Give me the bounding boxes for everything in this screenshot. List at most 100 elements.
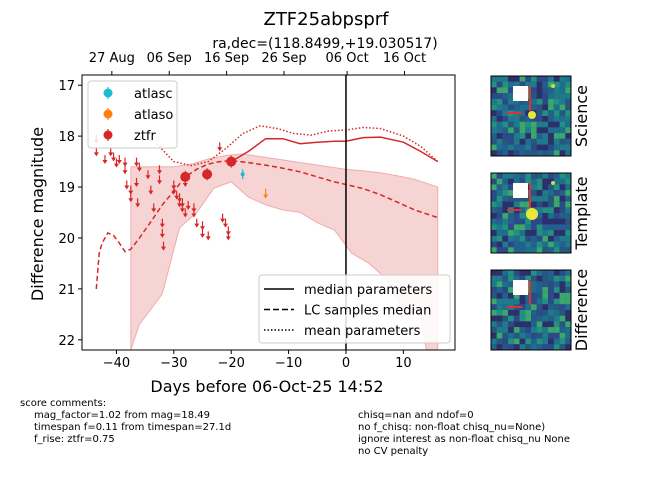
stamp-pixel-0-9-12: [542, 144, 549, 151]
stamp-pixel-2-9-7: [542, 310, 549, 316]
stamp-pixel-2-7-10: [531, 327, 537, 333]
stamp-pixel-1-6-2: [525, 184, 531, 191]
stamp-pixel-2-4-5: [513, 298, 520, 305]
stamp-pixel-0-7-2: [531, 87, 537, 94]
stamp-pixel-0-8-1: [536, 81, 543, 88]
model-legend-box: [258, 274, 451, 344]
stamp-pixel-0-0-8: [491, 121, 497, 128]
stamp-pixel-0-6-9: [525, 127, 531, 134]
stamp-label-2: Difference: [572, 269, 591, 351]
ztfr-limit-head-30: [179, 208, 185, 213]
stamp-pixel-1-1-13: [496, 247, 503, 253]
stamp-pixel-2-9-9: [542, 321, 549, 328]
ztfr-upper-limit-37: [200, 221, 206, 231]
score-comment-left-2: timespan f=0.11 from timespan=27.1d: [34, 422, 232, 433]
legend-line-label-0: median parameters: [304, 283, 432, 298]
stamp-pixel-0-8-2: [536, 87, 543, 94]
stamp-pixel-1-11-3: [553, 190, 560, 196]
stamp-pixel-1-11-10: [553, 230, 560, 236]
stamp-pixel-0-11-5: [553, 104, 560, 111]
stamp-pixel-0-0-3: [491, 93, 497, 99]
stamp-pixel-0-2-12: [502, 144, 509, 151]
stamp-pixel-0-10-4: [548, 98, 554, 105]
stamp-pixel-1-10-11: [548, 235, 554, 242]
stamp-pixel-0-8-3: [536, 93, 543, 99]
stamp-pixel-1-10-2: [548, 184, 554, 191]
stamp-pixel-0-7-11: [531, 138, 537, 145]
ztfr-limit-head-9: [124, 185, 130, 190]
stamp-pixel-2-11-9: [553, 321, 560, 328]
stamp-pixel-0-12-5: [559, 104, 566, 111]
stamp-pixel-0-1-12: [496, 144, 503, 151]
ztfr-upper-limit-13: [134, 177, 140, 187]
ztfr-upper-limit-18: [151, 203, 157, 213]
ztfr-upper-limit-1: [93, 147, 99, 157]
stamp-pixel-2-9-12: [542, 338, 549, 345]
stamp-pixel-0-11-10: [553, 133, 560, 139]
stamp-pixel-1-3-7: [508, 213, 514, 219]
stamp-pixel-1-4-12: [513, 241, 520, 248]
stamp-pixel-0-11-6: [553, 110, 560, 116]
stamp-pixel-1-11-2: [553, 184, 560, 191]
stamp-pixel-0-8-13: [536, 150, 543, 156]
stamp-label-0: Science: [572, 85, 591, 147]
stamp-pixel-2-9-5: [542, 298, 549, 305]
stamp-pixel-2-13-8: [565, 315, 571, 322]
stamp-pixel-2-1-0: [496, 270, 503, 276]
stamp-pixel-2-7-5: [531, 298, 537, 305]
stamp-pixel-1-4-11: [513, 235, 520, 242]
x-tick-label-4: 0: [342, 356, 350, 371]
legend-marker-ztfr: [103, 130, 113, 140]
stamp-pixel-0-10-2: [548, 87, 554, 94]
stamp-pixel-0-13-9: [565, 127, 571, 134]
stamp-pixel-1-1-0: [496, 173, 503, 179]
stamp-pixel-1-2-9: [502, 224, 509, 231]
stamp-pixel-1-8-9: [536, 224, 543, 231]
legend-label-atlaso: atlaso: [134, 108, 173, 123]
ztfr-limit-head-13: [134, 182, 140, 187]
stamp-pixel-0-9-3: [542, 93, 549, 99]
stamp-pixel-2-8-9: [536, 321, 543, 328]
ztfr-limit-head-38: [200, 233, 206, 238]
stamp-pixel-2-0-11: [491, 332, 497, 339]
stamp-pixel-2-3-12: [508, 338, 514, 345]
ztfr-upper-limit-25: [171, 185, 177, 195]
stamp-pixel-1-4-1: [513, 178, 520, 185]
stamp-pixel-0-4-10: [513, 133, 520, 139]
stamp-pixel-1-0-13: [491, 247, 497, 253]
stamp-pixel-1-9-11: [542, 235, 549, 242]
stamp-pixel-0-7-9: [531, 127, 537, 134]
stamp-pixel-1-3-10: [508, 230, 514, 236]
stamp-pixel-0-3-9: [508, 127, 514, 134]
stamp-pixel-0-5-13: [519, 150, 526, 156]
stamp-pixel-0-6-12: [525, 144, 531, 151]
stamp-difference: Difference: [490, 269, 591, 351]
stamp-pixel-0-0-2: [491, 87, 497, 94]
stamp-pixel-1-9-13: [542, 247, 549, 253]
ztfr-upper-limit-8: [122, 165, 128, 175]
stamp-pixel-0-2-10: [502, 133, 509, 139]
stamp-pixel-1-13-4: [565, 195, 571, 202]
stamp-pixel-0-10-7: [548, 116, 554, 122]
stamp-pixel-2-11-4: [553, 292, 560, 299]
stamp-pixel-2-6-11: [525, 332, 531, 339]
stamp-pixel-2-10-1: [548, 275, 554, 282]
ztfr-upper-limit-30: [179, 203, 185, 213]
stamp-pixel-0-13-0: [565, 76, 571, 82]
stamp-pixel-2-9-1: [542, 275, 549, 282]
stamp-pixel-0-11-8: [553, 121, 560, 128]
stamp-pixel-2-9-0: [542, 270, 549, 276]
stamp-pixel-0-0-6: [491, 110, 497, 116]
stamp-pixel-0-11-1: [553, 81, 560, 88]
stamp-pixel-2-2-3: [502, 287, 509, 293]
ztfr-limit-head-39: [205, 236, 211, 241]
stamp-pixel-2-10-6: [548, 304, 554, 310]
stamp-pixel-1-3-11: [508, 235, 514, 242]
stamp-pixel-0-3-3: [508, 93, 514, 99]
ztfr-limit-head-31: [182, 182, 188, 187]
stamp-pixel-1-8-2: [536, 184, 543, 191]
stamp-pixel-2-2-10: [502, 327, 509, 333]
stamp-pixel-2-8-6: [536, 304, 543, 310]
stamp-pixel-1-6-8: [525, 218, 531, 225]
stamp-pixel-2-8-0: [536, 270, 543, 276]
